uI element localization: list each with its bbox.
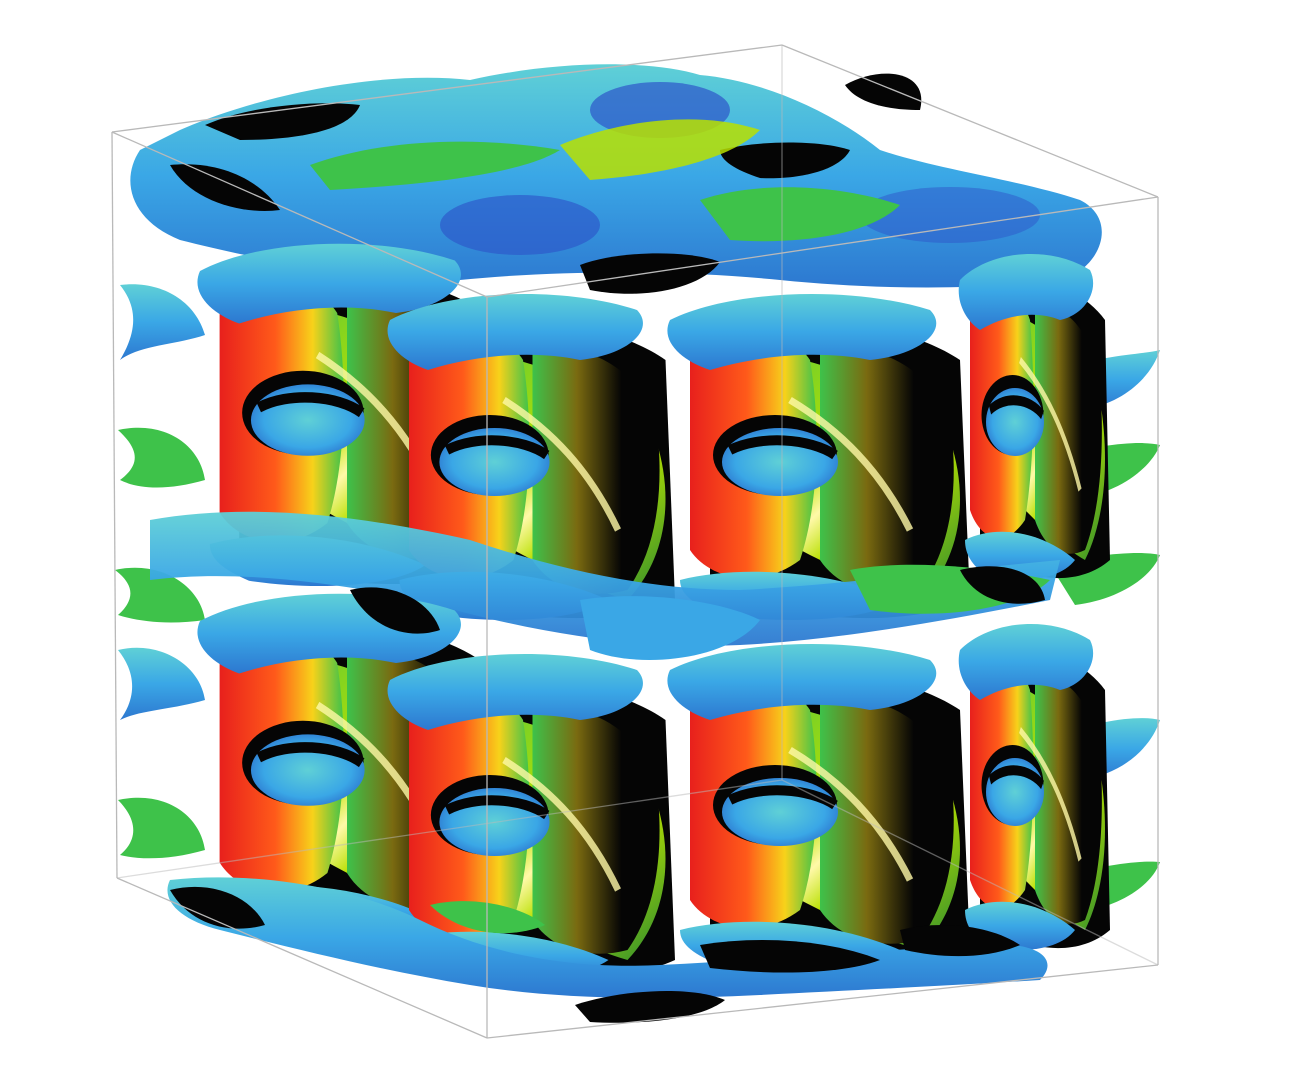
bounding-box — [111, 44, 1159, 1039]
left-edge-fins — [115, 284, 205, 859]
top-surface-blue-sheets — [130, 64, 1102, 294]
middle-band — [150, 511, 1060, 660]
